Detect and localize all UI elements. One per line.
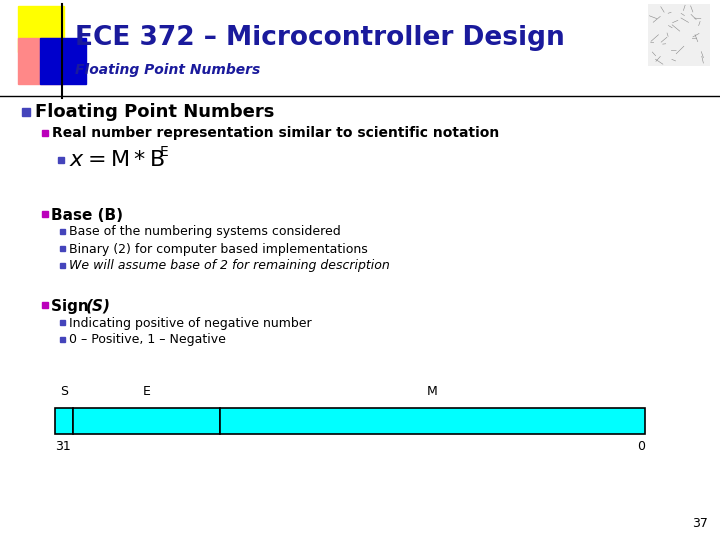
Bar: [73, 408, 220, 434]
Text: ECE 372 – Microcontroller Design: ECE 372 – Microcontroller Design: [75, 25, 564, 51]
Bar: [648, 4, 710, 66]
Text: We will assume base of 2 for remaining description: We will assume base of 2 for remaining d…: [69, 260, 390, 273]
Text: $\mathrm{E}$: $\mathrm{E}$: [159, 145, 169, 159]
Text: Indicating positive of negative number: Indicating positive of negative number: [69, 316, 312, 329]
Bar: [58, 157, 64, 163]
Bar: [55, 408, 73, 434]
Bar: [60, 229, 65, 234]
Text: (S): (S): [86, 299, 111, 314]
Bar: [40, 38, 86, 84]
Bar: [60, 337, 65, 342]
Text: Base of the numbering systems considered: Base of the numbering systems considered: [69, 226, 341, 239]
Bar: [60, 263, 65, 268]
Bar: [18, 6, 64, 52]
Bar: [42, 211, 48, 217]
Text: 0 – Positive, 1 – Negative: 0 – Positive, 1 – Negative: [69, 334, 226, 347]
Text: $\mathit{x}$: $\mathit{x}$: [69, 150, 85, 170]
Text: Base (B): Base (B): [51, 207, 123, 222]
Bar: [42, 302, 48, 308]
Text: 0: 0: [637, 440, 645, 453]
Text: S: S: [60, 385, 68, 398]
Text: Floating Point Numbers: Floating Point Numbers: [35, 103, 274, 121]
Text: $= \mathrm{M} * \mathrm{B}$: $= \mathrm{M} * \mathrm{B}$: [83, 150, 165, 170]
Bar: [220, 408, 645, 434]
Text: Floating Point Numbers: Floating Point Numbers: [75, 63, 260, 77]
Bar: [18, 38, 64, 84]
Text: Real number representation similar to scientific notation: Real number representation similar to sc…: [52, 126, 499, 140]
Text: 31: 31: [55, 440, 71, 453]
Bar: [60, 246, 65, 251]
Bar: [22, 108, 30, 116]
Text: 8: 8: [142, 415, 150, 428]
Text: 1: 1: [60, 415, 68, 428]
Bar: [60, 320, 65, 325]
Bar: [42, 130, 48, 136]
Text: 23: 23: [424, 415, 441, 428]
Text: M: M: [427, 385, 438, 398]
Text: 37: 37: [692, 517, 708, 530]
Text: Sign: Sign: [51, 299, 94, 314]
Text: E: E: [143, 385, 150, 398]
Text: Binary (2) for computer based implementations: Binary (2) for computer based implementa…: [69, 242, 368, 255]
